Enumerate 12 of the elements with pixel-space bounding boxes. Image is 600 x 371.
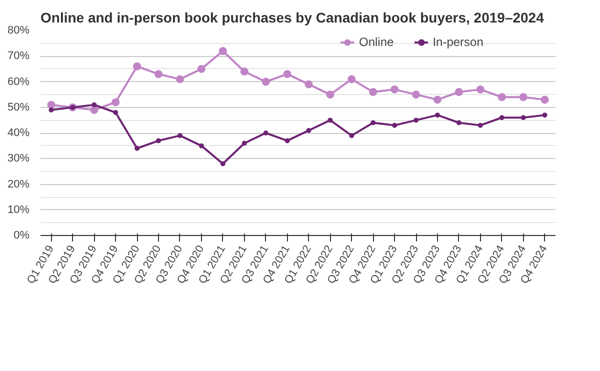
y-tick-label: 50% bbox=[7, 101, 30, 114]
y-tick-label: 80% bbox=[7, 24, 30, 36]
chart-title: Online and in-person book purchases by Canadian book buyers, 2019–2024 bbox=[40, 10, 544, 26]
y-tick-label: 0% bbox=[14, 230, 30, 242]
legend-label: In-person bbox=[432, 35, 484, 49]
y-tick-label: 60% bbox=[7, 76, 30, 88]
y-tick-label: 40% bbox=[7, 127, 30, 139]
y-tick-label: 30% bbox=[7, 152, 30, 165]
legend-label: Online bbox=[359, 35, 394, 49]
y-tick-label: 70% bbox=[7, 50, 30, 62]
y-tick-label: 10% bbox=[7, 204, 30, 216]
y-tick-label: 20% bbox=[7, 178, 30, 190]
